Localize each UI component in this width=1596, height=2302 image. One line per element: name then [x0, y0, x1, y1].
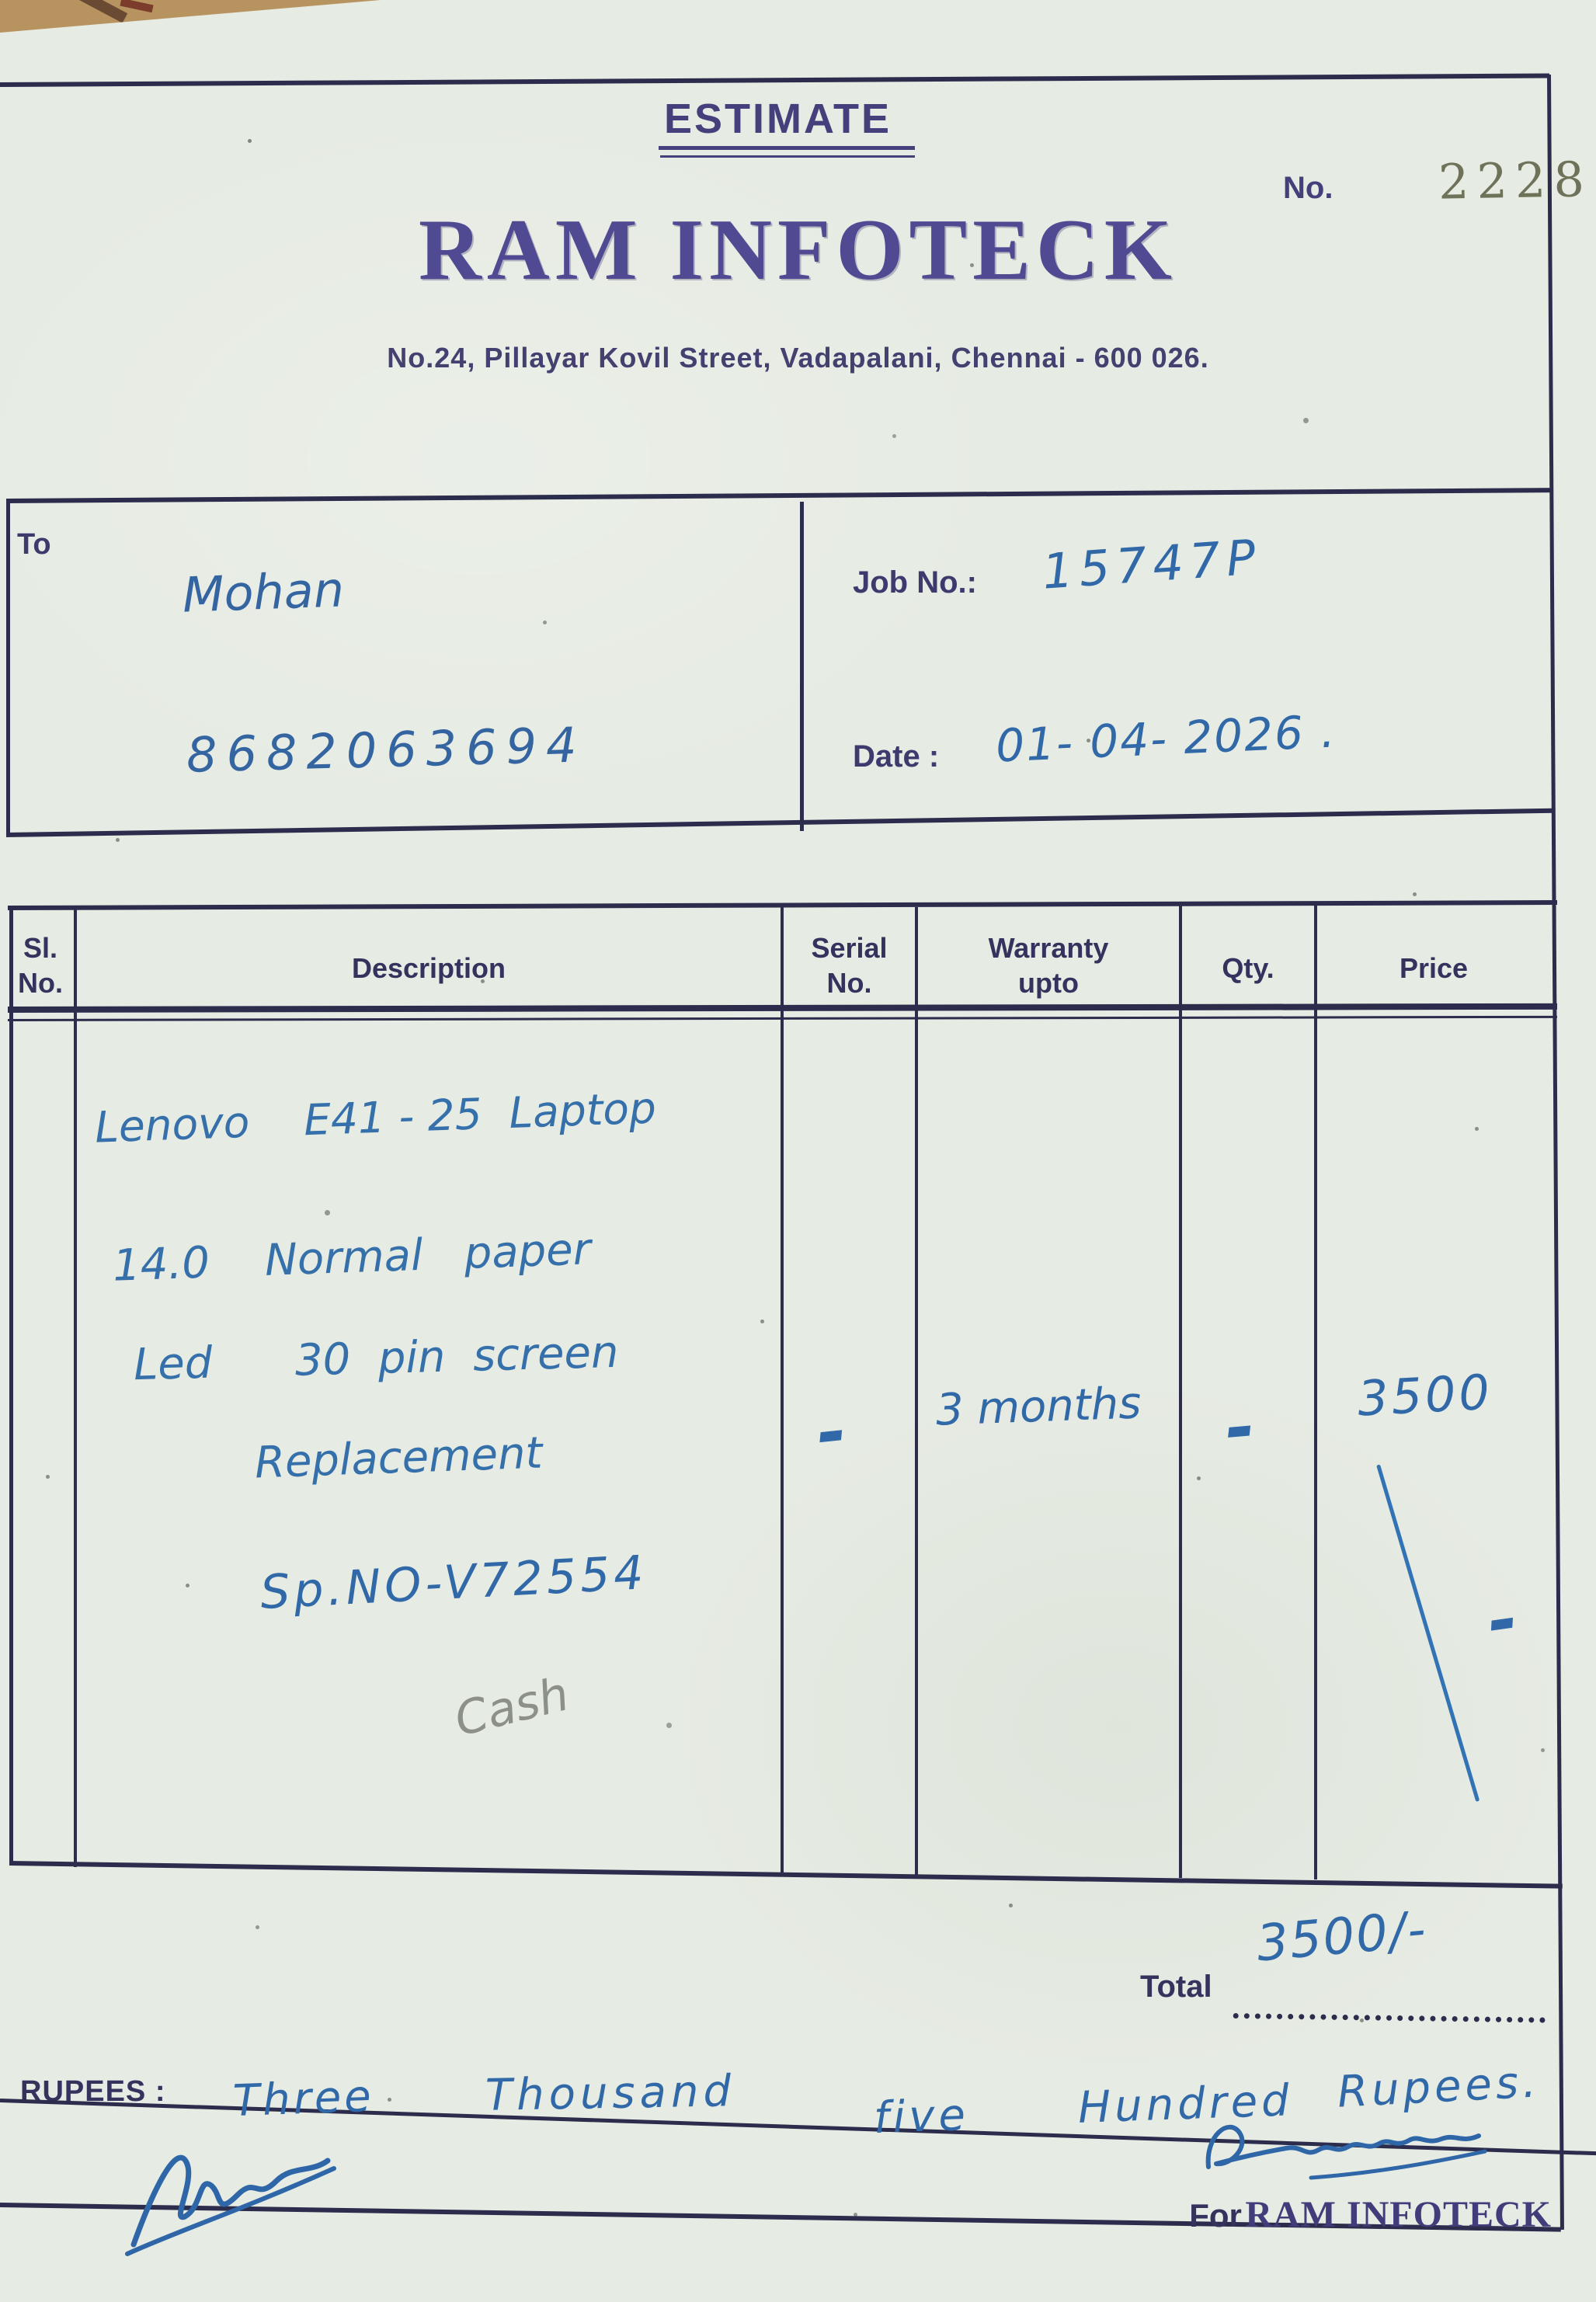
- item-serial-value: -: [812, 1390, 850, 1475]
- col-header-serial-line1: Serial: [811, 932, 888, 964]
- date-value: 01- 04- 2026 .: [994, 704, 1338, 773]
- authorized-by-block: For RAM INFOTECK: [1165, 2193, 1552, 2236]
- item-description-line4: Replacement: [253, 1427, 544, 1489]
- tobox-divider: [800, 502, 804, 831]
- amount-word-2: Thousand: [485, 2066, 736, 2121]
- customer-signature: [125, 2154, 336, 2256]
- item-description-line1: Lenovo E41 - 25 Laptop: [94, 1083, 657, 1153]
- total-label: Total: [1140, 1970, 1212, 2004]
- table-col-line-serial: [915, 907, 918, 1876]
- page-title-underline-2: [660, 155, 915, 158]
- price-suffix-dash: -: [1482, 1577, 1523, 1664]
- item-description-line5: Sp.NO-V72554: [259, 1546, 648, 1620]
- company-name: RAM INFOTECK: [419, 202, 1177, 298]
- tobox-left-border: [6, 500, 10, 834]
- for-company-name: RAM INFOTECK: [1245, 2194, 1552, 2235]
- background-mark: [120, 0, 154, 13]
- for-label: For: [1189, 2197, 1242, 2234]
- col-header-serial: Serial No.: [784, 930, 915, 1000]
- job-no-value: 15747P: [1040, 528, 1264, 600]
- customer-phone: 8682063694: [186, 716, 587, 784]
- page-title-underline: [659, 146, 915, 150]
- table-col-line-description: [781, 907, 784, 1873]
- col-header-serial-line2: No.: [826, 967, 872, 999]
- item-description-line3: Led 30 pin screen: [133, 1327, 620, 1391]
- col-header-sl-line2: No.: [18, 967, 63, 999]
- table-col-line-slno: [74, 907, 77, 1867]
- col-header-price: Price: [1399, 952, 1469, 984]
- page-title: ESTIMATE: [664, 96, 892, 142]
- item-qty-value: -: [1222, 1386, 1258, 1470]
- col-header-warranty: Warranty upto: [918, 930, 1179, 1000]
- company-address: No.24, Pillayar Kovil Street, Vadapalani…: [387, 342, 1209, 374]
- col-header-sl-line1: Sl.: [23, 932, 57, 964]
- right-border: [1547, 74, 1564, 2230]
- amount-word-1: Three: [231, 2071, 375, 2127]
- amount-word-3: five: [872, 2089, 970, 2144]
- customer-name: Mohan: [181, 561, 346, 624]
- top-rule: [0, 73, 1549, 87]
- item-warranty-value: 3 months: [934, 1378, 1142, 1436]
- item-payment-note: Cash: [449, 1667, 575, 1747]
- table-left-border: [9, 907, 13, 1864]
- total-dotted-line: [1233, 1982, 1546, 2023]
- item-description-line2: 14.0 Normal paper: [112, 1224, 592, 1292]
- col-header-description: Description: [351, 952, 506, 984]
- authorized-signature: [1205, 2124, 1487, 2180]
- to-label: To: [17, 528, 51, 561]
- col-header-qty: Qty.: [1222, 952, 1274, 984]
- item-price-value: 3500: [1356, 1363, 1494, 1427]
- date-label: Date :: [853, 739, 940, 774]
- table-col-line-qty: [1314, 904, 1317, 1880]
- tobox-top-border: [5, 488, 1553, 503]
- table-col-line-warranty: [1179, 906, 1182, 1878]
- doc-no-label: No.: [1283, 171, 1333, 205]
- col-header-warranty-line1: Warranty: [988, 932, 1109, 964]
- paper-speckles: [0, 0, 2, 2]
- table-bottom-border: [9, 1861, 1563, 1889]
- col-header-warranty-line2: upto: [1018, 967, 1079, 999]
- price-column-pen-stroke: [1376, 1464, 1480, 1803]
- total-value: 3500/-: [1254, 1900, 1430, 1973]
- job-no-label: Job No.:: [853, 565, 977, 600]
- col-header-sl: Sl. No.: [8, 930, 73, 1000]
- tobox-bottom-border: [5, 808, 1553, 837]
- photo-background-corner: [0, 0, 381, 33]
